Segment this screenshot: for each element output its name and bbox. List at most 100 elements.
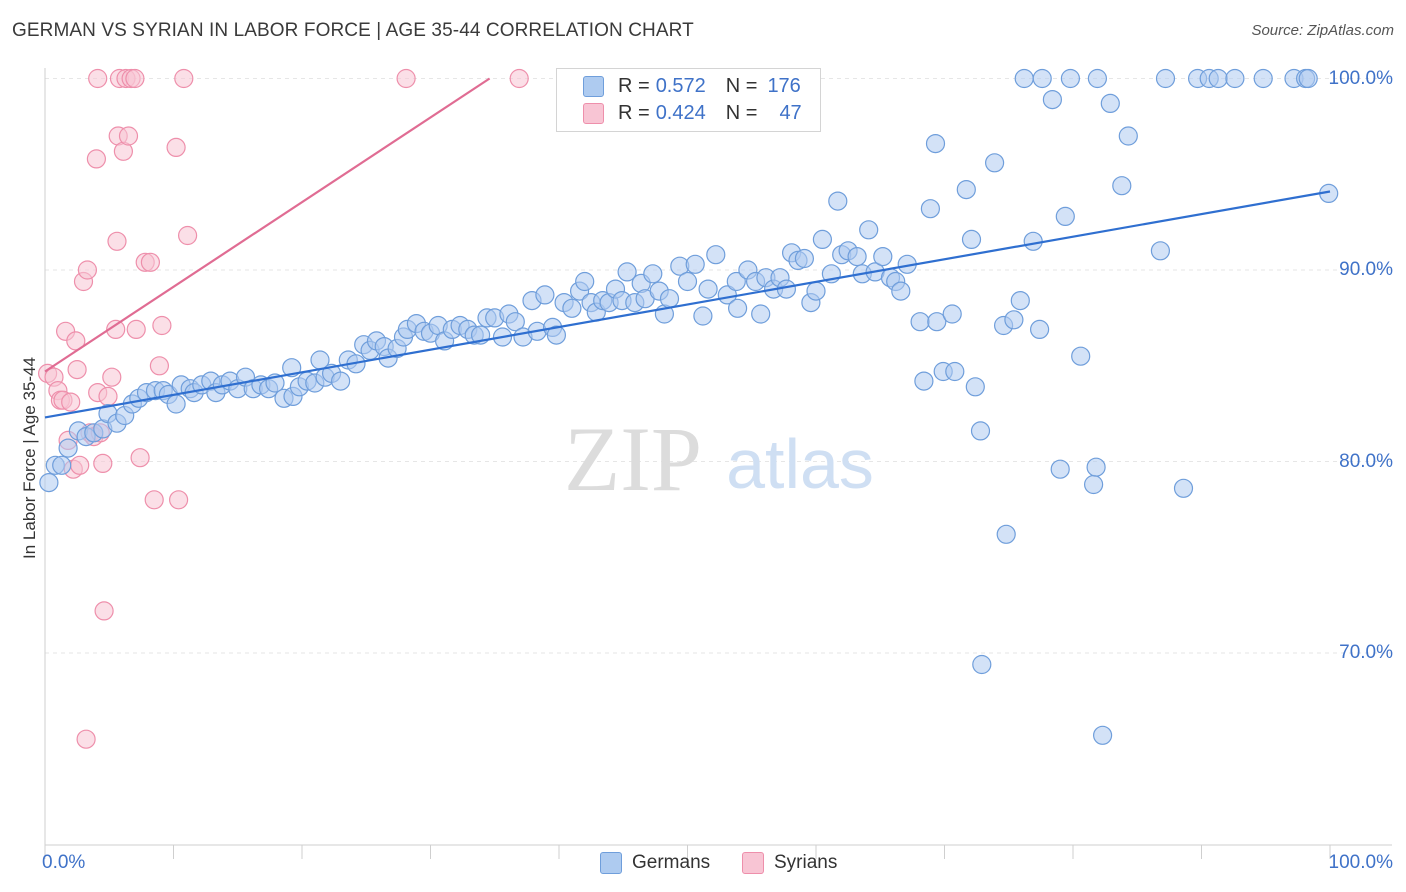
syrian-point (61, 392, 81, 412)
syrian-point (126, 319, 146, 339)
syrian-point (98, 386, 118, 406)
german-point (1112, 176, 1132, 196)
syrian-point (509, 68, 529, 89)
legend-item-syrians[interactable]: Syrians (742, 852, 837, 874)
german-trend-line (44, 190, 1331, 419)
german-point (535, 285, 555, 305)
syrian-point (88, 68, 108, 89)
syrian-points (37, 68, 529, 749)
legend-row-germans: R = 0.572 N = 176 (583, 73, 801, 99)
german-point (1083, 474, 1104, 495)
german-point (970, 421, 991, 441)
legend-n-value-syrians: 47 (779, 101, 802, 124)
german-point (972, 654, 992, 675)
german-point (873, 247, 893, 267)
german-point (812, 229, 833, 249)
german-point (961, 229, 982, 249)
syrian-point (149, 356, 169, 376)
y-tick-label-80: 80.0% (1339, 450, 1393, 472)
german-point (39, 473, 59, 493)
legend-r-label: R = (618, 101, 650, 124)
german-point (698, 279, 718, 299)
german-point (847, 247, 867, 267)
german-point (1086, 457, 1106, 477)
syrian-point (152, 315, 172, 336)
german-point (1023, 231, 1043, 251)
source-label: Source: ZipAtlas.com (1251, 22, 1394, 39)
syrian-point (174, 68, 194, 89)
syrian-trend-line (44, 77, 491, 373)
legend-r-value-syrians: 0.424 (655, 101, 706, 124)
german-point (546, 325, 567, 345)
german-point (1208, 68, 1228, 89)
syrian-point (102, 367, 122, 387)
german-point (1155, 68, 1176, 89)
german-point (1100, 93, 1120, 114)
german-point (1253, 68, 1273, 89)
german-point (52, 455, 72, 475)
german-point (751, 304, 771, 324)
german-point (914, 371, 934, 391)
german-point (1118, 126, 1138, 146)
legend-r-label: R = (618, 74, 650, 97)
chart-title: GERMAN VS SYRIAN IN LABOR FORCE | AGE 35… (12, 20, 694, 41)
syrian-point (94, 601, 114, 621)
german-point (1173, 478, 1194, 498)
german-point (1042, 89, 1063, 110)
syrian-point (86, 149, 107, 169)
german-point (58, 438, 78, 458)
legend-swatch-syrians (742, 852, 764, 874)
german-point (1010, 291, 1030, 311)
german-point (984, 153, 1005, 173)
syrian-point (166, 137, 186, 157)
syrian-point (144, 490, 164, 510)
syrian-point (130, 448, 150, 468)
german-point (925, 134, 946, 154)
x-tick-label-right: 100.0% (1328, 852, 1393, 873)
legend-swatch-germans (600, 852, 622, 874)
syrian-point (106, 319, 126, 339)
german-point (920, 199, 941, 219)
german-point (1050, 459, 1070, 479)
german-point (575, 271, 595, 292)
german-point (726, 271, 746, 292)
german-point (965, 377, 985, 397)
german-point (1092, 725, 1113, 745)
syrian-point (67, 360, 87, 380)
syrian-point (70, 455, 90, 475)
german-point (927, 312, 947, 332)
legend-item-germans[interactable]: Germans (600, 852, 710, 874)
german-point (1060, 68, 1081, 89)
german-point (910, 312, 930, 332)
legend-row-syrians: R = 0.424 N = 47 (583, 100, 802, 126)
y-axis-label: In Labor Force | Age 35-44 (20, 357, 39, 559)
german-point (828, 191, 848, 211)
german-point (677, 271, 698, 292)
grid-layer (45, 78, 1392, 654)
german-point (806, 281, 826, 301)
syrian-point (77, 260, 98, 280)
watermark-zip: ZIP (564, 408, 702, 510)
german-point (956, 180, 976, 200)
german-point (1071, 346, 1091, 366)
syrian-point (125, 68, 145, 89)
series-legend: Germans Syrians (0, 852, 1406, 878)
syrian-point (76, 729, 96, 749)
german-point (891, 281, 911, 301)
german-point (706, 245, 726, 265)
legend-label-syrians: Syrians (774, 852, 838, 873)
german-point (945, 361, 965, 382)
syrian-point (396, 68, 416, 89)
legend-r-value-germans: 0.572 (655, 74, 706, 97)
german-point (727, 298, 748, 318)
german-point (1014, 68, 1034, 89)
axis-layer (44, 68, 1392, 859)
german-points (39, 68, 1339, 745)
legend-n-label: N = (725, 101, 758, 124)
y-tick-label-100: 100.0% (1328, 67, 1393, 89)
german-point (693, 306, 713, 326)
y-tick-label-90: 90.0% (1339, 259, 1393, 280)
german-point (643, 264, 663, 284)
german-point (859, 220, 879, 240)
